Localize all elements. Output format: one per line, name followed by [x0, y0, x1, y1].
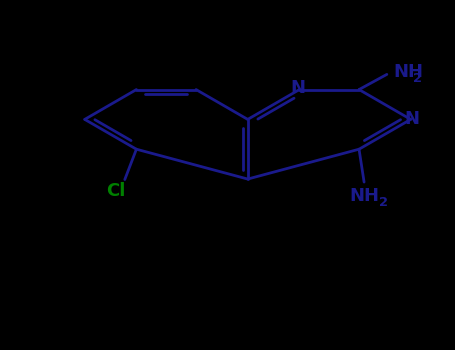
Text: 2: 2: [379, 196, 388, 209]
Text: 2: 2: [413, 72, 422, 85]
Text: N: N: [404, 110, 419, 128]
Text: NH: NH: [349, 187, 379, 205]
Text: N: N: [291, 79, 306, 97]
Text: Cl: Cl: [106, 182, 126, 199]
Text: NH: NH: [393, 63, 423, 81]
